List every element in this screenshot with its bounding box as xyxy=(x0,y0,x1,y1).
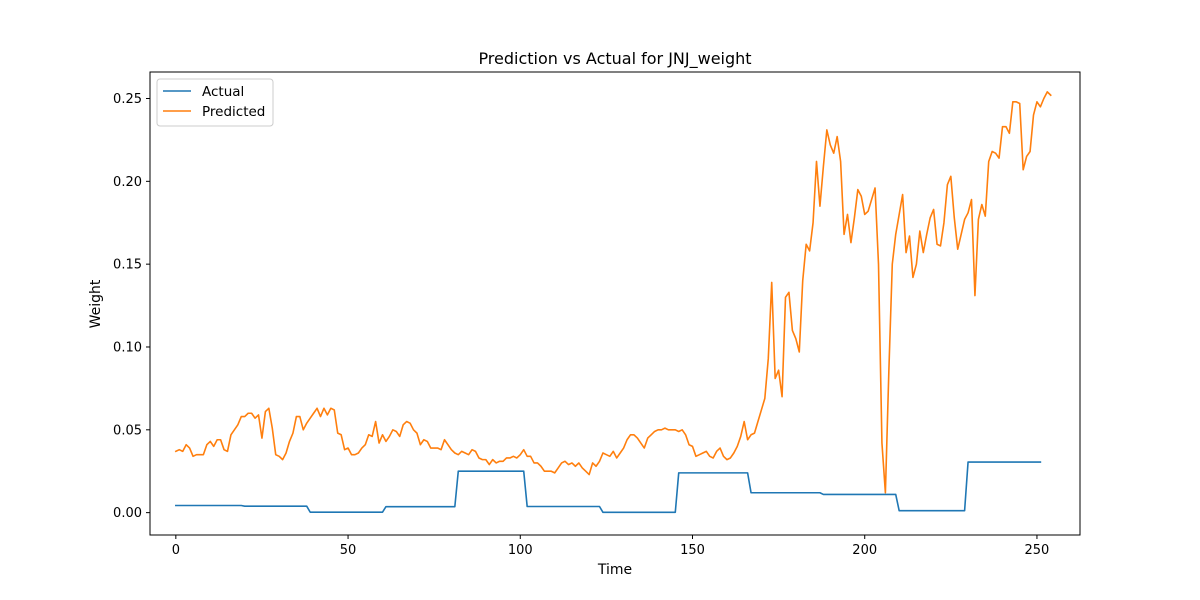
x-axis: 0 50 100 150 200 250 xyxy=(172,535,1050,558)
x-axis-label: Time xyxy=(597,562,632,578)
y-axis-label: Weight xyxy=(88,279,104,328)
series-line-actual xyxy=(175,461,1042,514)
x-tick-label: 200 xyxy=(852,543,877,558)
legend: Actual Predicted xyxy=(156,78,274,127)
axes-frame xyxy=(149,71,1081,536)
legend-label-predicted: Predicted xyxy=(202,104,265,120)
y-axis: 0.00 0.05 0.10 0.15 0.20 0.25 xyxy=(113,92,150,521)
x-tick-label: 0 xyxy=(172,543,180,558)
series-line-predicted xyxy=(174,91,1052,494)
y-tick-label: 0.00 xyxy=(113,506,142,521)
y-tick-label: 0.20 xyxy=(113,175,142,190)
y-tick-label: 0.05 xyxy=(113,423,142,438)
chart-title: Prediction vs Actual for JNJ_weight xyxy=(478,49,751,69)
x-tick-label: 50 xyxy=(340,543,357,558)
x-tick-label: 150 xyxy=(680,543,705,558)
y-tick-label: 0.15 xyxy=(113,258,142,273)
legend-label-actual: Actual xyxy=(202,84,244,100)
plot-area xyxy=(174,91,1052,514)
x-tick-label: 250 xyxy=(1025,543,1050,558)
x-tick-label: 100 xyxy=(508,543,533,558)
y-tick-label: 0.10 xyxy=(113,340,142,355)
y-tick-label: 0.25 xyxy=(113,92,142,107)
